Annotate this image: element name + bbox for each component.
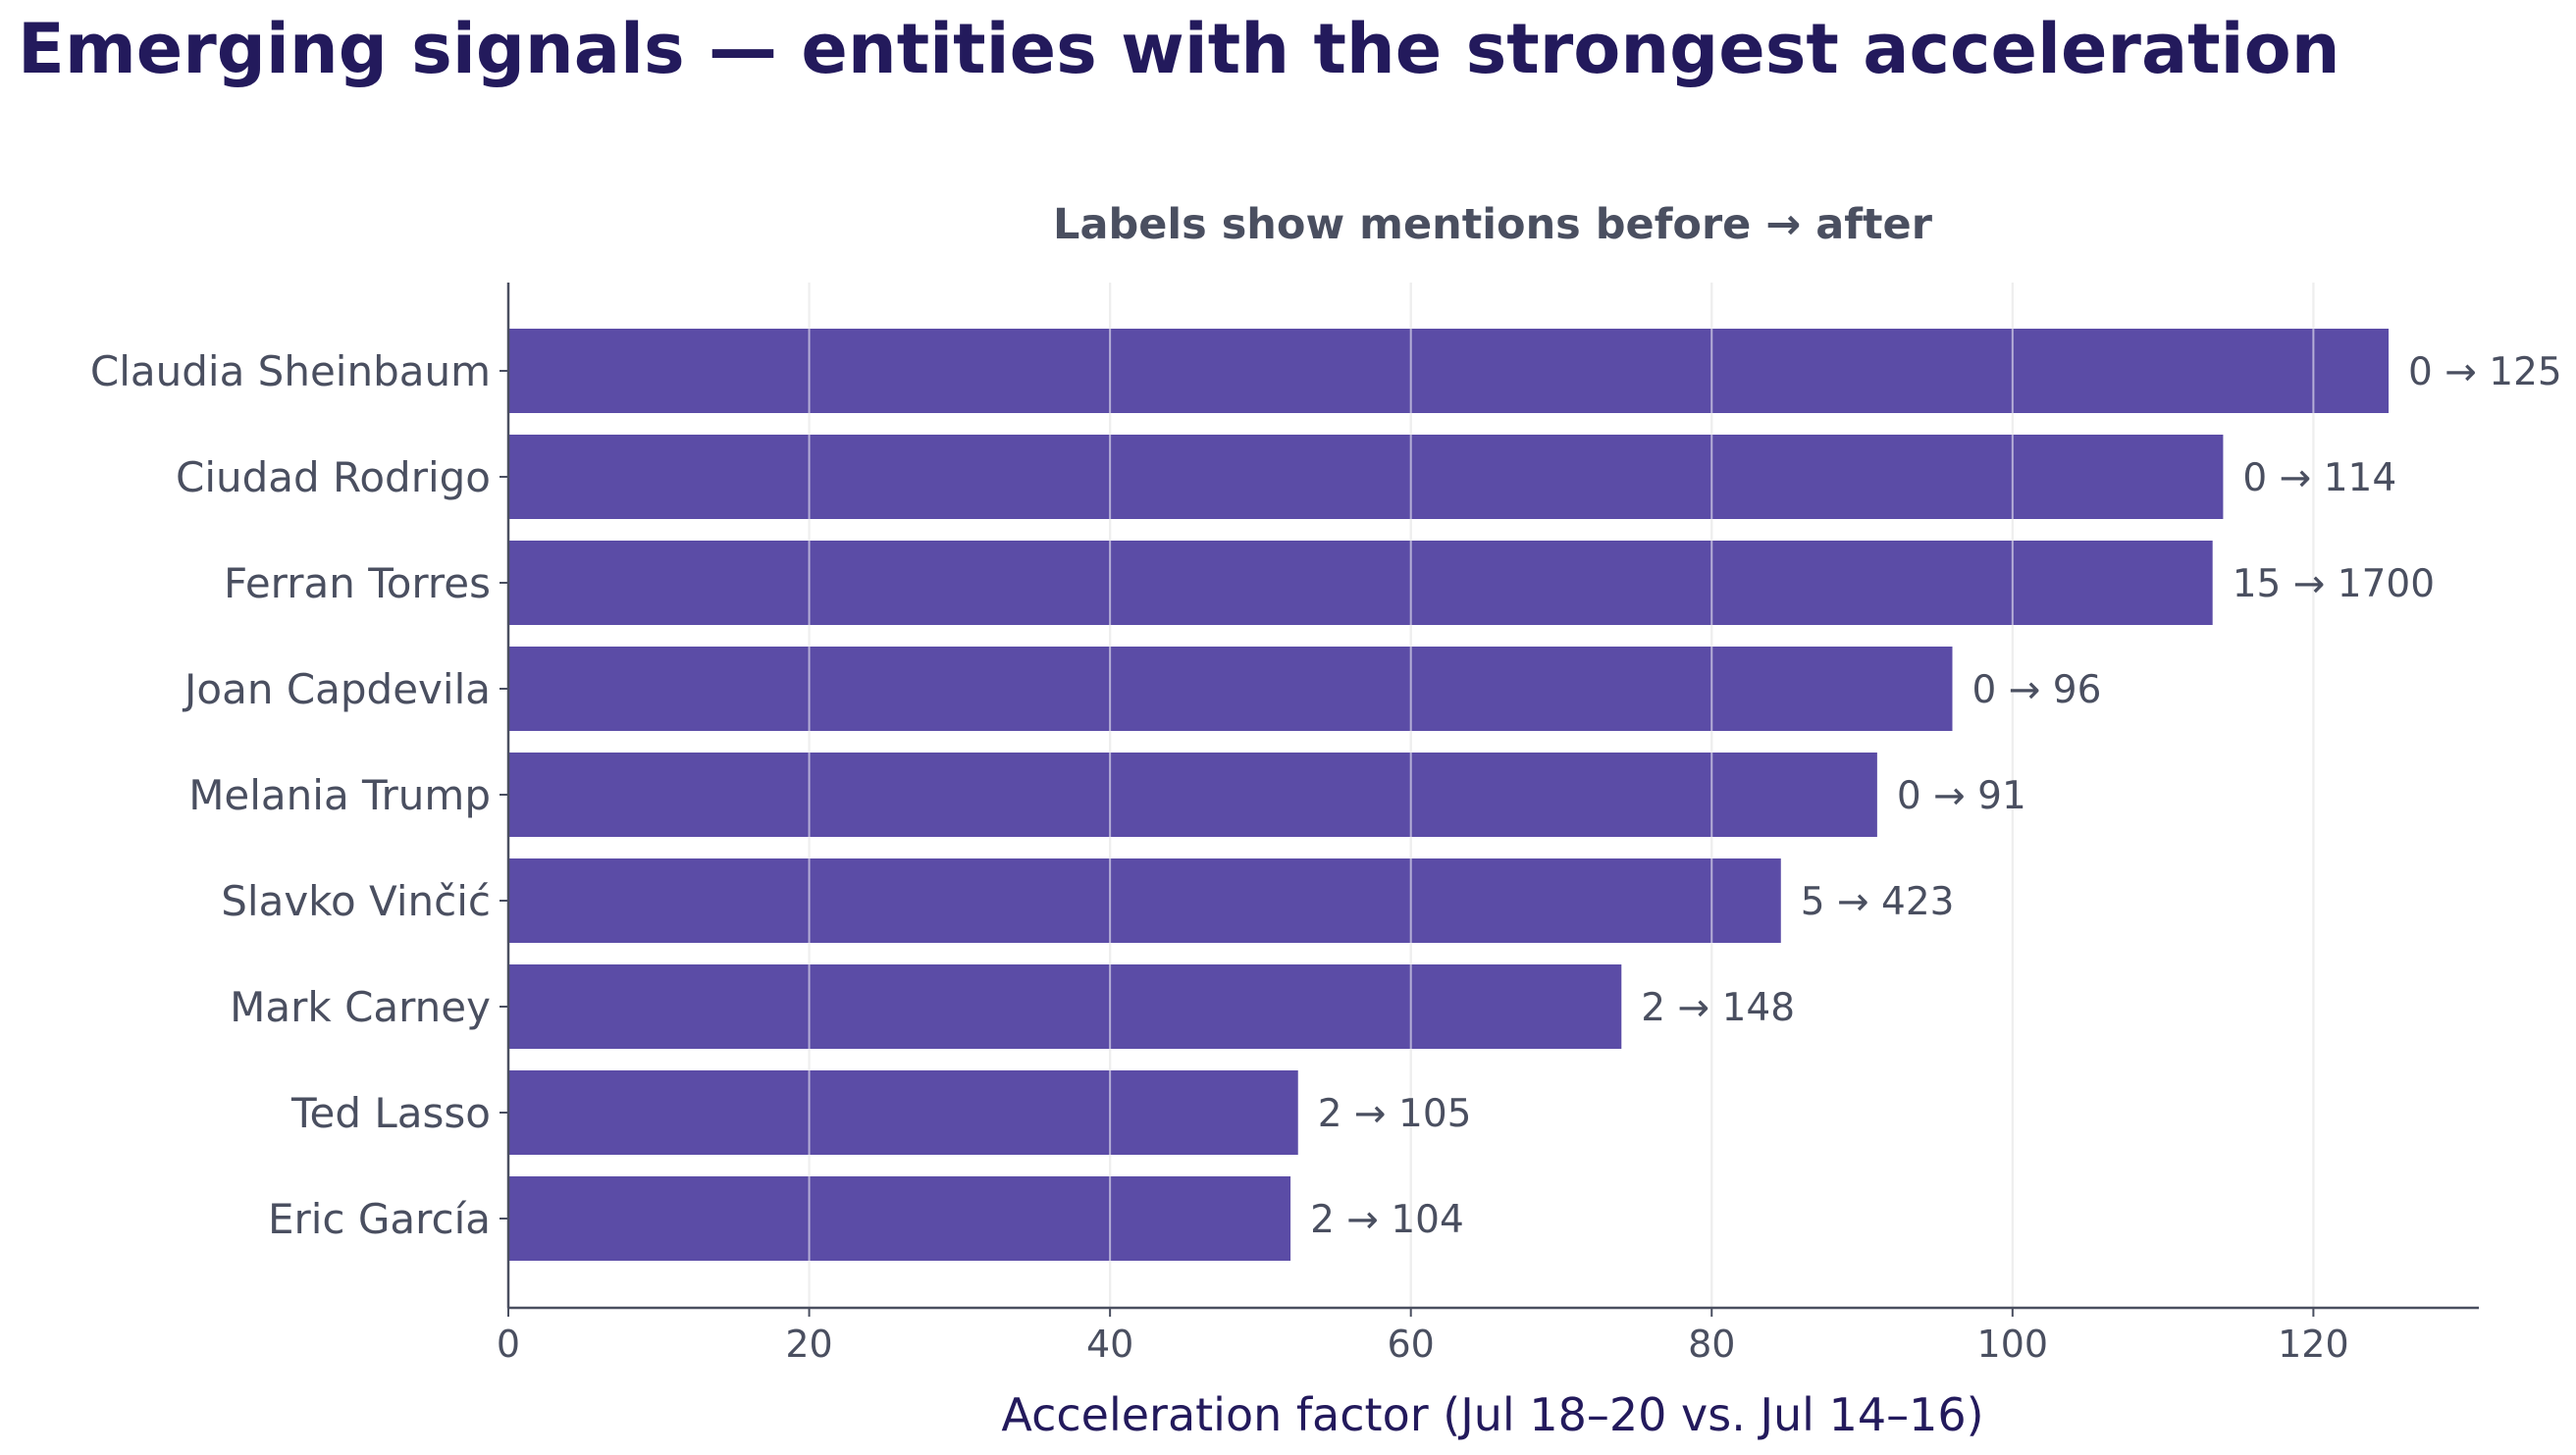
gridlines-front bbox=[808, 283, 2315, 1308]
data-label: 0 → 125 bbox=[2408, 350, 2562, 394]
data-label: 15 → 1700 bbox=[2233, 562, 2435, 606]
category-label: Ciudad Rodrigo bbox=[176, 453, 491, 501]
category-label: Joan Capdevila bbox=[182, 665, 491, 713]
bar-8 bbox=[508, 1176, 1291, 1261]
category-label: Melania Trump bbox=[188, 771, 491, 819]
data-label: 2 → 104 bbox=[1310, 1198, 1464, 1242]
x-tick-label: 40 bbox=[1086, 1323, 1133, 1366]
category-label: Ted Lasso bbox=[290, 1089, 491, 1137]
bar-7 bbox=[508, 1070, 1298, 1155]
axes bbox=[499, 283, 2479, 1317]
x-axis-label: Acceleration factor (Jul 18–20 vs. Jul 1… bbox=[1001, 1388, 1983, 1441]
x-tick-label: 60 bbox=[1388, 1323, 1435, 1366]
data-label: 0 → 96 bbox=[1972, 668, 2102, 712]
x-tick-label: 0 bbox=[497, 1323, 520, 1366]
data-label: 0 → 114 bbox=[2242, 456, 2396, 500]
chart-title: Emerging signals — entities with the str… bbox=[18, 9, 2340, 89]
x-tick-label: 120 bbox=[2278, 1323, 2349, 1366]
bar-5 bbox=[508, 858, 1781, 943]
bar-0 bbox=[508, 329, 2390, 413]
chart-subtitle: Labels show mentions before → after bbox=[1053, 200, 1933, 249]
data-label: 2 → 105 bbox=[1318, 1092, 1472, 1136]
data-label: 2 → 148 bbox=[1641, 986, 1795, 1030]
bar-4 bbox=[508, 753, 1877, 837]
bar-3 bbox=[508, 647, 1953, 731]
category-label: Claudia Sheinbaum bbox=[90, 347, 491, 395]
category-label: Slavko Vinčić bbox=[221, 877, 491, 925]
data-label: 5 → 423 bbox=[1801, 880, 1955, 924]
category-label: Mark Carney bbox=[230, 983, 491, 1031]
x-tick-label: 20 bbox=[785, 1323, 832, 1366]
category-label: Eric García bbox=[268, 1195, 491, 1243]
x-tick-label: 100 bbox=[1977, 1323, 2049, 1366]
data-label: 0 → 91 bbox=[1897, 774, 2026, 818]
bar-2 bbox=[508, 541, 2213, 625]
x-tick-label: 80 bbox=[1688, 1323, 1735, 1366]
category-label: Ferran Torres bbox=[224, 559, 491, 607]
bar-1 bbox=[508, 435, 2224, 519]
labels: Claudia Sheinbaum 0 → 125 Ciudad Rodrigo 0 … bbox=[90, 347, 2562, 1366]
bar-6 bbox=[508, 964, 1622, 1049]
